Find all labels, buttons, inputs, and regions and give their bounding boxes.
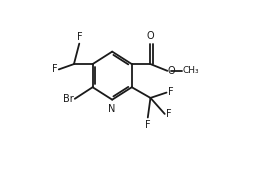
Text: Br: Br: [63, 94, 73, 104]
Text: F: F: [168, 87, 173, 97]
Text: F: F: [166, 109, 172, 119]
Text: F: F: [77, 32, 83, 42]
Text: F: F: [52, 64, 57, 74]
Text: F: F: [145, 120, 151, 130]
Text: N: N: [108, 104, 115, 114]
Text: O: O: [147, 32, 154, 41]
Text: O: O: [168, 66, 175, 76]
Text: CH₃: CH₃: [183, 66, 199, 75]
